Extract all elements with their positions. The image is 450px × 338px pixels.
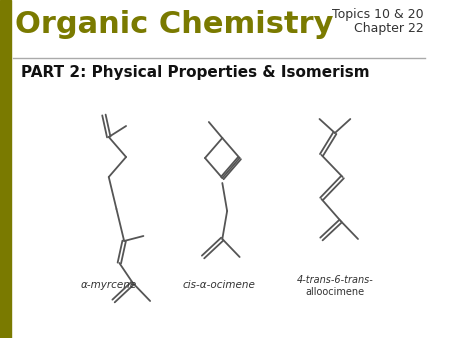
Text: 4-trans-6-trans-: 4-trans-6-trans- — [297, 275, 374, 285]
Text: PART 2: Physical Properties & Isomerism: PART 2: Physical Properties & Isomerism — [21, 65, 370, 80]
Text: Organic Chemistry: Organic Chemistry — [15, 10, 334, 39]
Text: alloocimene: alloocimene — [306, 287, 364, 297]
Text: Topics 10 & 20: Topics 10 & 20 — [332, 8, 423, 21]
Bar — [0, 0, 11, 338]
Text: Chapter 22: Chapter 22 — [354, 22, 423, 35]
Text: cis-α-ocimene: cis-α-ocimene — [183, 280, 256, 290]
Text: α-myrcene: α-myrcene — [81, 280, 137, 290]
